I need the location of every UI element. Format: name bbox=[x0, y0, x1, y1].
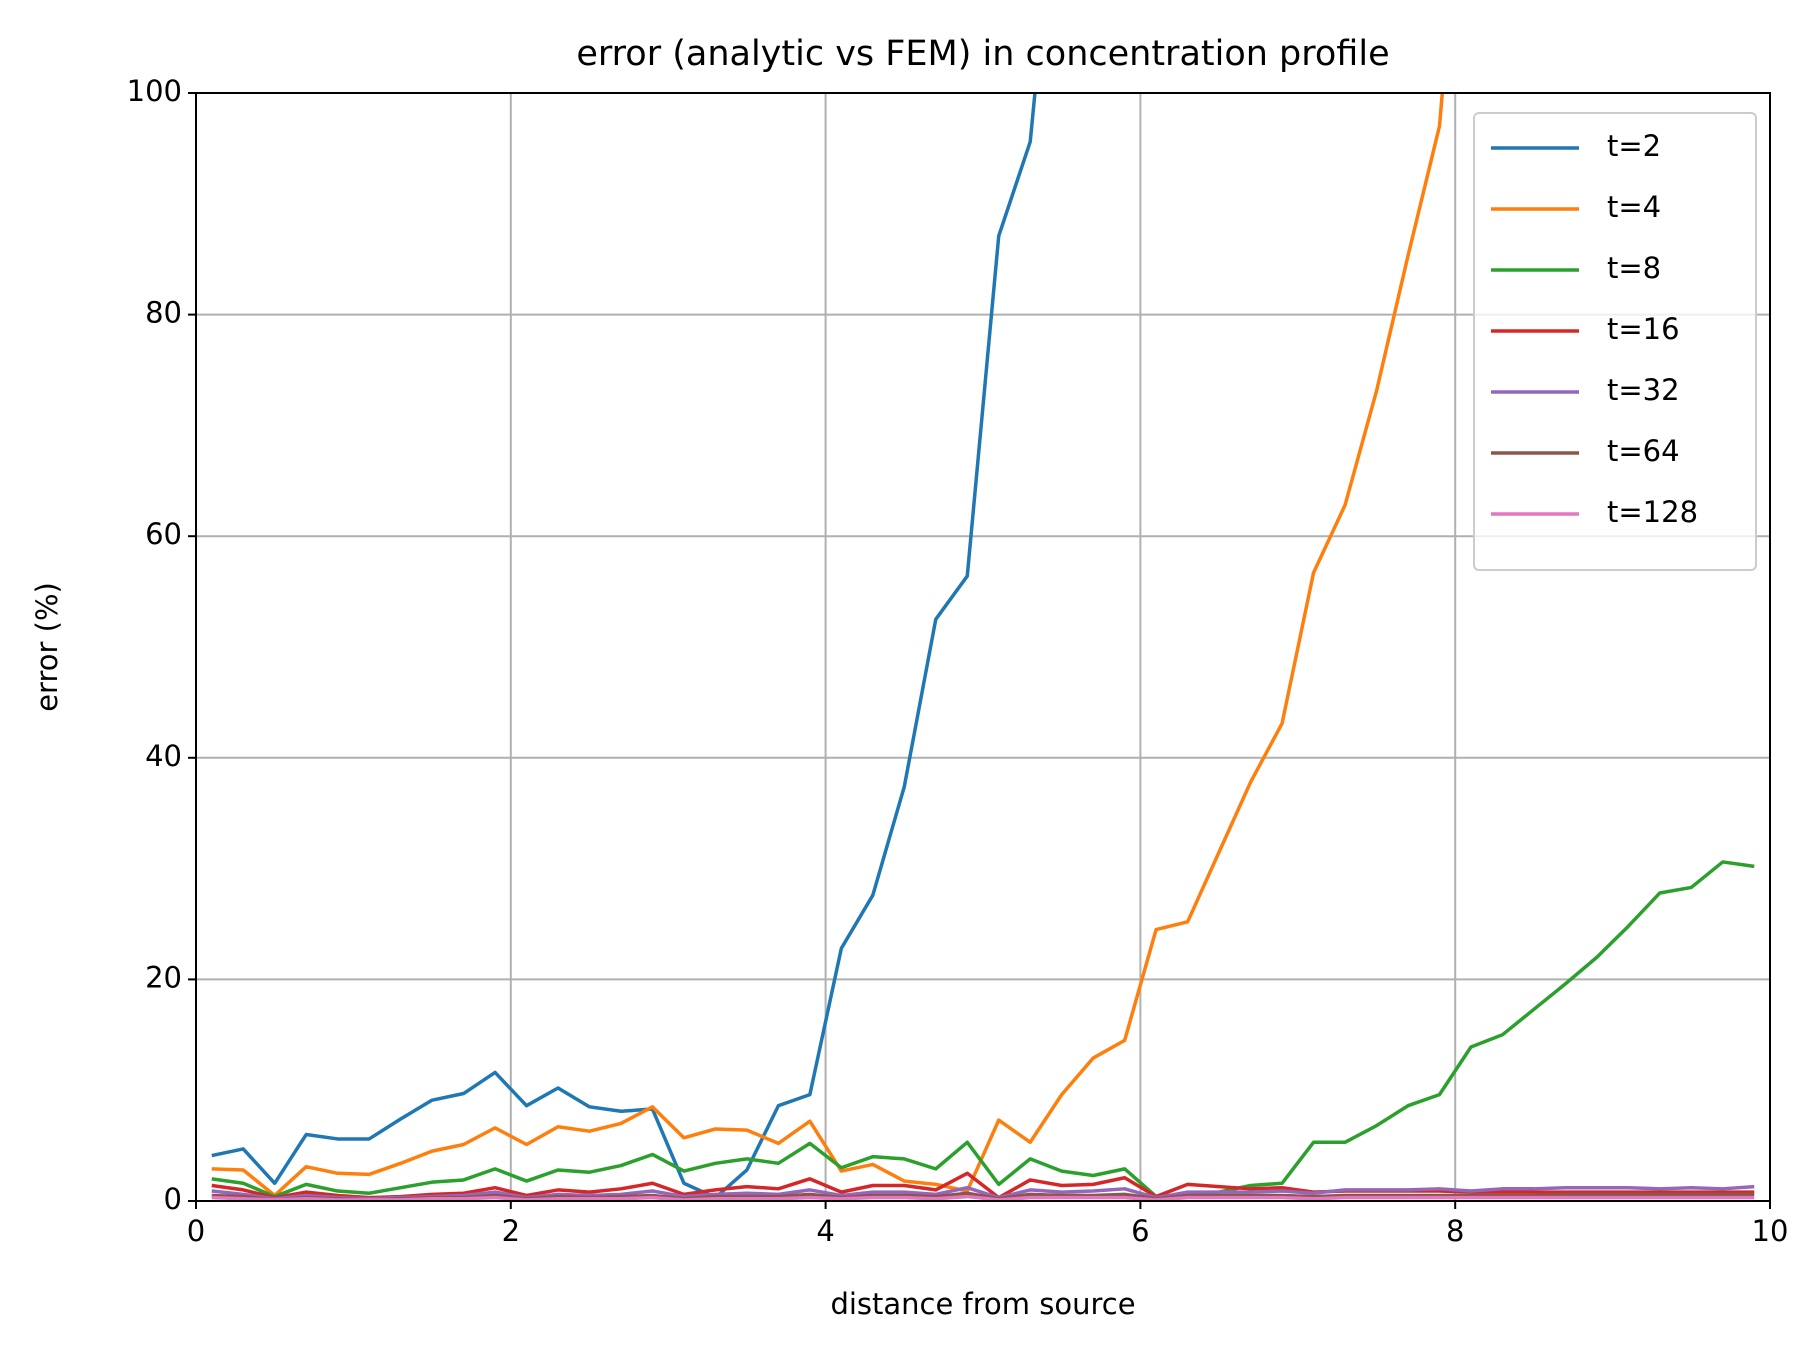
data-line bbox=[211, 1194, 1755, 1201]
legend-box bbox=[1473, 112, 1757, 571]
x-tick-label: 8 bbox=[1446, 1214, 1464, 1248]
x-tick-label: 4 bbox=[816, 1214, 834, 1248]
legend-label: t=2 bbox=[1607, 129, 1661, 163]
y-tick-label: 80 bbox=[145, 296, 182, 330]
legend-label: t=8 bbox=[1607, 251, 1661, 285]
legend-label: t=32 bbox=[1607, 373, 1680, 407]
y-tick-label: 60 bbox=[145, 517, 182, 551]
data-line bbox=[211, 93, 1037, 1200]
x-tick-label: 0 bbox=[187, 1214, 205, 1248]
legend-label: t=64 bbox=[1607, 434, 1680, 468]
y-tick-label: 20 bbox=[145, 960, 182, 994]
x-tick-label: 2 bbox=[502, 1214, 520, 1248]
legend-label: t=4 bbox=[1607, 190, 1661, 224]
x-axis-label: distance from source bbox=[830, 1287, 1135, 1321]
x-tick-label: 10 bbox=[1752, 1214, 1789, 1248]
y-tick-label: 0 bbox=[164, 1182, 182, 1216]
legend-label: t=128 bbox=[1607, 495, 1698, 529]
y-tick-label: 40 bbox=[145, 739, 182, 773]
x-tick-label: 6 bbox=[1131, 1214, 1149, 1248]
data-line bbox=[211, 860, 1755, 1199]
data-line bbox=[211, 1184, 1755, 1201]
data-line bbox=[211, 93, 1445, 1198]
plot-frame bbox=[195, 92, 1771, 1202]
y-tick-label: 100 bbox=[127, 74, 182, 108]
chart-title: error (analytic vs FEM) in concentration… bbox=[576, 34, 1389, 74]
data-line bbox=[211, 1171, 1755, 1200]
y-axis-label: error (%) bbox=[30, 582, 64, 712]
legend-label: t=16 bbox=[1607, 312, 1680, 346]
